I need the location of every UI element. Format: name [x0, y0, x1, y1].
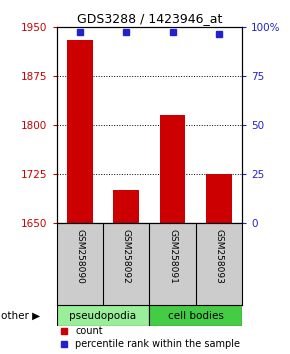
- Text: cell bodies: cell bodies: [168, 310, 224, 320]
- Title: GDS3288 / 1423946_at: GDS3288 / 1423946_at: [77, 12, 222, 25]
- Text: GSM258093: GSM258093: [214, 229, 224, 284]
- Bar: [57, 305, 149, 326]
- Bar: [206, 174, 232, 223]
- Text: percentile rank within the sample: percentile rank within the sample: [75, 339, 240, 349]
- Bar: [160, 115, 185, 223]
- Bar: [113, 190, 139, 223]
- Text: other ▶: other ▶: [1, 311, 41, 321]
- Bar: [149, 305, 242, 326]
- Text: pseudopodia: pseudopodia: [69, 310, 137, 320]
- Text: GSM258091: GSM258091: [168, 229, 177, 284]
- Text: count: count: [75, 326, 103, 336]
- Text: GSM258092: GSM258092: [122, 229, 131, 284]
- Text: GSM258090: GSM258090: [75, 229, 84, 284]
- Bar: [67, 40, 93, 223]
